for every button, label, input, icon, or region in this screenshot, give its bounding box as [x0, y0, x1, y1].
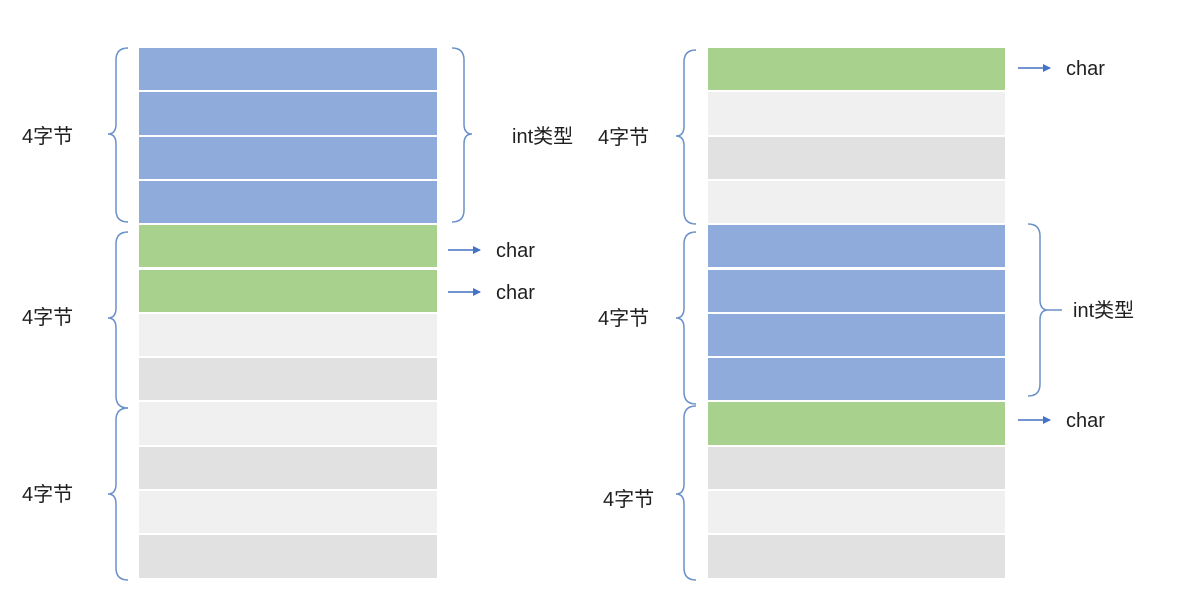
left-cell-3-int — [139, 136, 437, 179]
right-group-label-3: 4字节 — [603, 489, 655, 511]
left-int-brace — [451, 47, 473, 223]
left-cell-10-pad — [139, 446, 437, 489]
right-cell-6-int — [708, 269, 1005, 312]
left-brace-3 — [107, 407, 129, 581]
right-int-label: int类型 — [1073, 300, 1135, 322]
left-cell-5-char — [139, 225, 437, 268]
right-cell-1-char — [708, 48, 1005, 91]
left-cell-7-pad — [139, 313, 437, 357]
left-group-label-2: 4字节 — [22, 307, 74, 329]
right-brace-2 — [675, 231, 697, 405]
left-char-label-1: char — [496, 240, 535, 262]
right-char-label-1: char — [1066, 58, 1105, 80]
right-cell-3-pad — [708, 136, 1005, 179]
left-cell-6-char — [139, 269, 437, 312]
right-cell-2-pad — [708, 92, 1005, 135]
right-cell-5-int — [708, 225, 1005, 268]
right-cell-8-int — [708, 358, 1005, 401]
left-brace-1 — [107, 47, 129, 223]
right-brace-1 — [675, 49, 697, 225]
left-group-label-3: 4字节 — [22, 484, 74, 506]
right-cell-9-char — [708, 402, 1005, 445]
right-int-brace — [1027, 223, 1049, 397]
right-cell-10-pad — [708, 446, 1005, 489]
left-cell-9-pad — [139, 402, 437, 445]
left-cell-12-pad — [139, 535, 437, 578]
left-brace-2 — [107, 231, 129, 409]
right-brace-3 — [675, 405, 697, 581]
left-cell-8-pad — [139, 358, 437, 401]
left-group-label-1: 4字节 — [22, 126, 74, 148]
left-cell-1-int — [139, 48, 437, 91]
right-cell-11-pad — [708, 491, 1005, 534]
right-char-label-2: char — [1066, 410, 1105, 432]
right-cell-12-pad — [708, 535, 1005, 578]
right-cell-7-int — [708, 313, 1005, 357]
right-cell-4-pad — [708, 180, 1005, 224]
left-cell-11-pad — [139, 491, 437, 534]
left-int-label: int类型 — [512, 126, 574, 148]
left-cell-2-int — [139, 92, 437, 135]
left-cell-4-int — [139, 180, 437, 224]
left-char-label-2: char — [496, 282, 535, 304]
right-group-label-2: 4字节 — [598, 308, 650, 330]
right-group-label-1: 4字节 — [598, 127, 650, 149]
